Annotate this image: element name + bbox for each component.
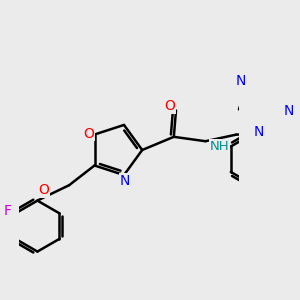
Text: F: F: [4, 204, 11, 218]
Text: N: N: [120, 174, 130, 188]
Text: N: N: [284, 104, 294, 118]
Text: N: N: [254, 124, 264, 139]
Text: N: N: [236, 74, 246, 88]
Text: NH: NH: [210, 140, 230, 153]
Text: O: O: [164, 99, 175, 113]
Text: O: O: [39, 183, 50, 197]
Text: O: O: [83, 127, 94, 141]
